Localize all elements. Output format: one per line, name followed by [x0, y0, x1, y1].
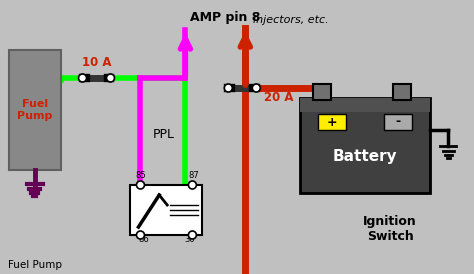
Bar [300, 98, 430, 112]
Text: 87: 87 [188, 171, 199, 180]
Circle shape [79, 74, 87, 82]
Text: PPL: PPL [153, 128, 174, 141]
Text: 85: 85 [136, 171, 146, 180]
Text: +: + [327, 116, 337, 129]
Circle shape [137, 231, 145, 239]
Text: Ignition
Switch: Ignition Switch [363, 215, 417, 243]
Circle shape [188, 231, 196, 239]
Text: 30: 30 [184, 235, 195, 244]
Text: injectors, etc.: injectors, etc. [253, 15, 329, 25]
Circle shape [137, 181, 145, 189]
Bar [9, 50, 61, 170]
Bar [300, 98, 430, 193]
Text: 10 A: 10 A [82, 56, 111, 69]
Bar [384, 114, 412, 130]
Text: Fuel Pump: Fuel Pump [8, 260, 62, 270]
Text: Fuel
Pump: Fuel Pump [17, 99, 52, 121]
Text: AMP pin 8: AMP pin 8 [191, 12, 261, 24]
Circle shape [188, 181, 196, 189]
Bar [318, 114, 346, 130]
Bar [393, 84, 411, 100]
Circle shape [224, 84, 232, 92]
Text: 20 A: 20 A [264, 91, 294, 104]
Text: 86: 86 [138, 235, 149, 244]
Text: -: - [395, 116, 401, 129]
Text: Battery: Battery [333, 149, 398, 164]
Circle shape [107, 74, 115, 82]
Bar [313, 84, 331, 100]
Bar [130, 185, 202, 235]
Circle shape [252, 84, 260, 92]
